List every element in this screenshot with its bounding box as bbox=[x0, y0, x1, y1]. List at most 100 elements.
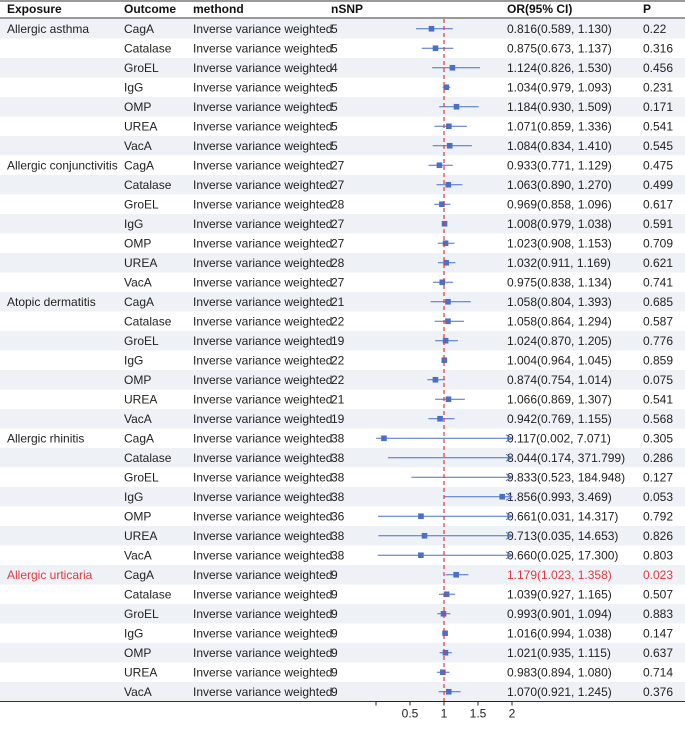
nsnp-cell: 5 bbox=[331, 139, 338, 153]
or-ci-cell: 0.993(0.901, 1.094) bbox=[507, 607, 612, 621]
method-cell: Inverse variance weighted bbox=[193, 393, 332, 407]
p-value-cell: 0.075 bbox=[643, 373, 673, 387]
p-value-cell: 0.171 bbox=[643, 100, 673, 114]
row-stripe bbox=[0, 19, 685, 39]
method-cell: Inverse variance weighted bbox=[193, 471, 332, 485]
outcome-cell: UREA bbox=[124, 529, 157, 543]
p-value-cell: 0.617 bbox=[643, 198, 673, 212]
x-axis-tick-label: 1 bbox=[441, 707, 448, 721]
exposure-label: Atopic dermatitis bbox=[7, 295, 96, 309]
outcome-cell: GroEL bbox=[124, 334, 159, 348]
method-cell: Inverse variance weighted bbox=[193, 373, 332, 387]
p-value-cell: 0.859 bbox=[643, 354, 673, 368]
or-ci-cell: 1.063(0.890, 1.270) bbox=[507, 178, 612, 192]
or-ci-cell: 0.975(0.838, 1.134) bbox=[507, 276, 612, 290]
method-cell: Inverse variance weighted bbox=[193, 568, 332, 582]
method-cell: Inverse variance weighted bbox=[193, 588, 332, 602]
or-ci-cell: 0.875(0.673, 1.137) bbox=[507, 42, 612, 56]
method-cell: Inverse variance weighted bbox=[193, 100, 332, 114]
p-value-cell: 0.541 bbox=[643, 120, 673, 134]
or-ci-cell: 1.008(0.979, 1.038) bbox=[507, 217, 612, 231]
or-ci-cell: 1.071(0.859, 1.336) bbox=[507, 120, 612, 134]
p-value-cell: 0.305 bbox=[643, 432, 673, 446]
or-ci-cell: 0.713(0.035, 14.653) bbox=[507, 529, 618, 543]
outcome-cell: GroEL bbox=[124, 607, 159, 621]
ci-arrow-right bbox=[505, 473, 513, 482]
or-point bbox=[439, 279, 446, 286]
row-stripe bbox=[0, 253, 685, 273]
or-point bbox=[446, 142, 453, 149]
nsnp-cell: 9 bbox=[331, 646, 338, 660]
nsnp-cell: 38 bbox=[331, 549, 345, 563]
or-ci-cell: 1.058(0.864, 1.294) bbox=[507, 315, 612, 329]
nsnp-cell: 38 bbox=[331, 471, 345, 485]
or-ci-cell: 0.983(0.894, 1.080) bbox=[507, 666, 612, 680]
or-point bbox=[443, 591, 450, 598]
p-value-cell: 0.792 bbox=[643, 510, 673, 524]
row-stripe bbox=[0, 448, 685, 468]
method-cell: Inverse variance weighted bbox=[193, 685, 332, 699]
ci-arrow-right bbox=[505, 531, 513, 540]
p-value-cell: 0.741 bbox=[643, 276, 673, 290]
row-stripe bbox=[0, 136, 685, 156]
exposure-label: Allergic asthma bbox=[7, 22, 89, 36]
or-ci-cell: 1.184(0.930, 1.509) bbox=[507, 100, 612, 114]
p-value-cell: 0.803 bbox=[643, 549, 673, 563]
outcome-cell: Catalase bbox=[124, 451, 172, 465]
outcome-cell: VacA bbox=[124, 276, 152, 290]
or-ci-cell: 1.058(0.804, 1.393) bbox=[507, 295, 612, 309]
or-ci-cell: 0.660(0.025, 17.300) bbox=[507, 549, 618, 563]
outcome-cell: CagA bbox=[124, 432, 154, 446]
forest-marks bbox=[376, 19, 513, 702]
or-ci-cell: 1.023(0.908, 1.153) bbox=[507, 237, 612, 251]
or-point bbox=[418, 552, 424, 559]
ci-arrow-right bbox=[505, 551, 513, 560]
method-cell: Inverse variance weighted bbox=[193, 198, 332, 212]
p-value-cell: 0.22 bbox=[643, 22, 667, 36]
outcome-cell: OMP bbox=[124, 237, 151, 251]
method-cell: Inverse variance weighted bbox=[193, 646, 332, 660]
or-point bbox=[442, 649, 449, 656]
nsnp-cell: 38 bbox=[331, 432, 345, 446]
method-cell: Inverse variance weighted bbox=[193, 490, 332, 504]
exposure-label: Allergic conjunctivitis bbox=[7, 159, 118, 173]
or-ci-cell: 1.016(0.994, 1.038) bbox=[507, 627, 612, 641]
p-value-cell: 0.685 bbox=[643, 295, 673, 309]
or-ci-cell: 0.933(0.771, 1.129) bbox=[507, 159, 612, 173]
method-cell: Inverse variance weighted bbox=[193, 295, 332, 309]
method-cell: Inverse variance weighted bbox=[193, 627, 332, 641]
or-ci-cell: 1.066(0.869, 1.307) bbox=[507, 393, 612, 407]
method-cell: Inverse variance weighted bbox=[193, 61, 332, 75]
or-point bbox=[437, 415, 443, 422]
row-stripe bbox=[0, 331, 685, 351]
or-ci-cell: 1.034(0.979, 1.093) bbox=[507, 81, 612, 95]
or-point bbox=[442, 630, 448, 637]
ci-arrow-right bbox=[505, 453, 513, 462]
ci-arrow-right bbox=[505, 434, 513, 443]
nsnp-cell: 5 bbox=[331, 120, 338, 134]
outcome-cell: CagA bbox=[124, 22, 154, 36]
or-ci-cell: 1.124(0.826, 1.530) bbox=[507, 61, 612, 75]
method-cell: Inverse variance weighted bbox=[193, 81, 332, 95]
header-nsnp: nSNP bbox=[331, 2, 363, 16]
p-value-cell: 0.475 bbox=[643, 159, 673, 173]
method-cell: Inverse variance weighted bbox=[193, 412, 332, 426]
nsnp-cell: 38 bbox=[331, 490, 345, 504]
outcome-cell: Catalase bbox=[124, 42, 172, 56]
nsnp-cell: 4 bbox=[331, 61, 338, 75]
method-cell: Inverse variance weighted bbox=[193, 549, 332, 563]
or-point bbox=[428, 25, 435, 32]
method-cell: Inverse variance weighted bbox=[193, 666, 332, 680]
nsnp-cell: 9 bbox=[331, 568, 338, 582]
or-ci-cell: 9.833(0.523, 184.948) bbox=[507, 471, 625, 485]
or-point bbox=[443, 84, 450, 91]
row-stripe bbox=[0, 97, 685, 117]
outcome-cell: GroEL bbox=[124, 61, 159, 75]
outcome-cell: CagA bbox=[124, 159, 154, 173]
or-point bbox=[443, 259, 449, 266]
p-value-cell: 0.714 bbox=[643, 666, 673, 680]
p-value-cell: 0.507 bbox=[643, 588, 673, 602]
row-stripe bbox=[0, 682, 685, 702]
outcome-cell: VacA bbox=[124, 549, 152, 563]
